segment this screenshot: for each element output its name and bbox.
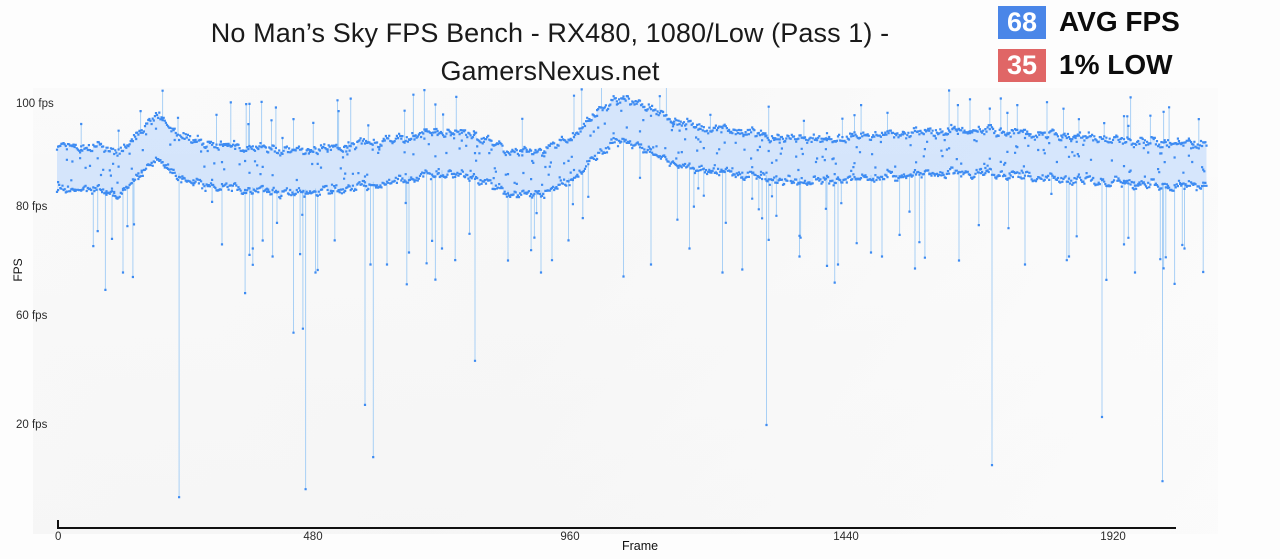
x-tick-1440: 1440 <box>833 531 859 543</box>
y-axis-label: FPS <box>11 258 25 282</box>
x-axis-label: Frame <box>621 539 659 553</box>
y-tick-60: 60 fps <box>16 310 48 322</box>
plot-area <box>0 88 1218 534</box>
x-tick-480: 480 <box>303 531 323 543</box>
chart-title-line-1: No Man’s Sky FPS Bench - RX480, 1080/Low… <box>210 18 890 48</box>
y-tick-100: 100 fps <box>16 98 54 110</box>
avg-fps-chip: 68 <box>998 5 1046 39</box>
x-tick-0: 0 <box>55 531 62 543</box>
stat-row-avg-fps: 68 AVG FPS <box>998 2 1276 42</box>
chart-title: No Man’s Sky FPS Bench - RX480, 1080/Low… <box>120 14 980 91</box>
avg-fps-label: AVG FPS <box>1059 6 1180 37</box>
y-tick-80: 80 fps <box>16 201 48 213</box>
fps-series-plot <box>55 88 1208 499</box>
one-percent-low-chip: 35 <box>998 48 1046 82</box>
chart-title-line-2: GamersNexus.net <box>440 56 660 87</box>
stat-row-1-percent-low: 35 1% LOW <box>998 45 1276 85</box>
y-tick-20: 20 fps <box>16 419 48 431</box>
x-tick-1920: 1920 <box>1100 531 1126 543</box>
x-axis-origin-tick <box>57 520 59 529</box>
one-percent-low-label: 1% LOW <box>1059 49 1173 80</box>
x-axis-line <box>57 527 1176 529</box>
x-tick-960: 960 <box>560 531 580 543</box>
